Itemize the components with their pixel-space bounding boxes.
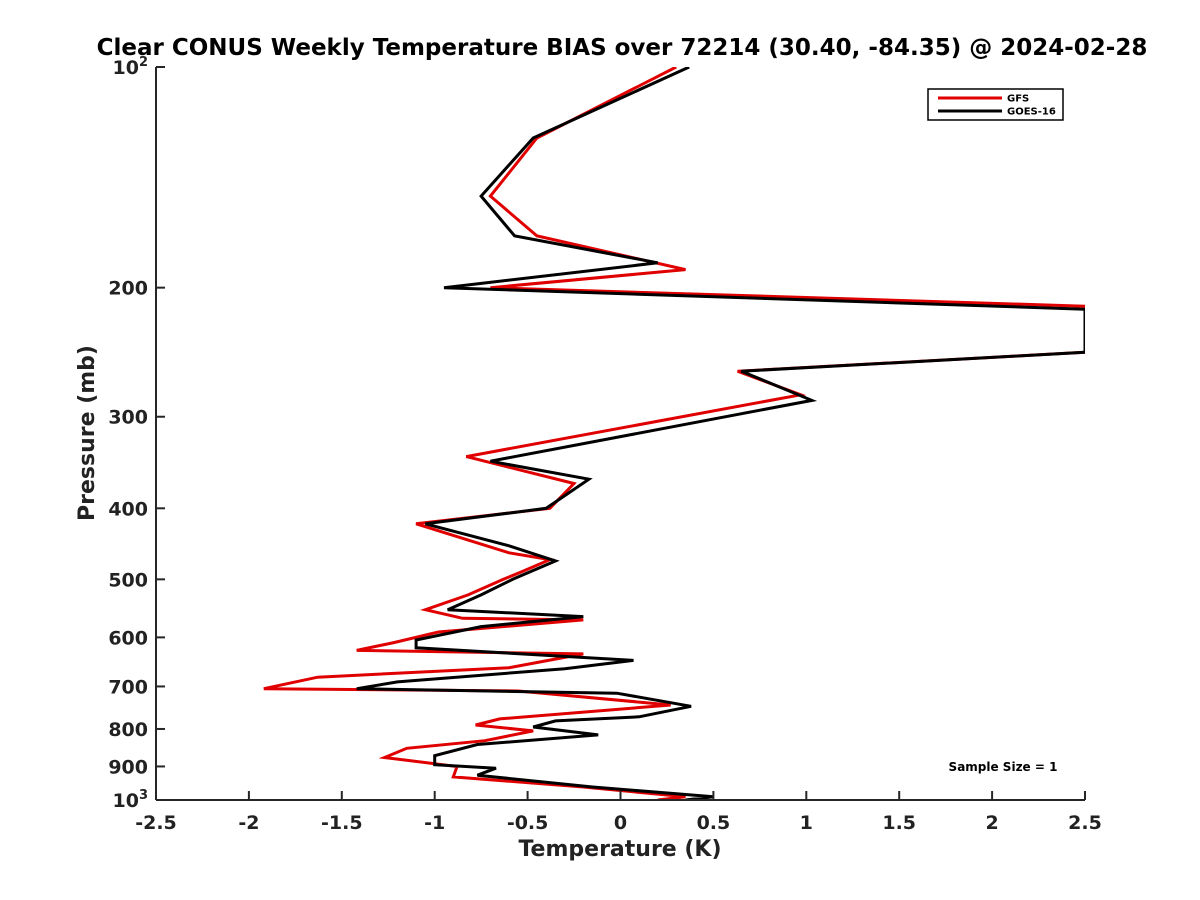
x-axis-label: Temperature (K) <box>518 837 721 862</box>
x-tick-label: 0.5 <box>697 812 731 834</box>
x-tick-label: 0 <box>614 812 627 834</box>
legend: GFS GOES-16 <box>927 88 1064 121</box>
x-tick-label: -1 <box>424 812 445 834</box>
legend-label: GOES-16 <box>1007 107 1056 118</box>
y-tick-label: 200 <box>108 278 148 300</box>
x-tick-label: -0.5 <box>507 812 549 834</box>
series-line-goes-16 <box>356 67 1085 800</box>
x-tick-label: -1.5 <box>321 812 363 834</box>
x-axis-ticks: -2.5 -2 -1.5 -1 -0.5 0 0.5 1 1.5 2 2.5 <box>135 791 1102 834</box>
chart-title: Clear CONUS Weekly Temperature BIAS over… <box>97 35 1148 61</box>
series-lines <box>263 67 1085 800</box>
y-tick-exponent: 3 <box>139 788 148 803</box>
y-tick-label: 800 <box>108 719 148 741</box>
x-tick-label: -2 <box>238 812 259 834</box>
y-tick-label: 400 <box>108 498 148 520</box>
y-tick-label: 300 <box>108 407 148 429</box>
legend-box <box>927 88 1064 121</box>
y-tick-label: 600 <box>108 627 148 649</box>
x-tick-label: 1 <box>800 812 813 834</box>
sample-size-annotation: Sample Size = 1 <box>949 760 1058 774</box>
y-axis-label: Pressure (mb) <box>75 345 100 521</box>
y-tick-label: 700 <box>108 676 148 698</box>
y-tick-label: 900 <box>108 756 148 778</box>
x-tick-label: -2.5 <box>135 812 177 834</box>
y-tick-label: 500 <box>108 569 148 591</box>
series-line-gfs <box>263 67 1085 800</box>
legend-label: GFS <box>1007 94 1029 105</box>
y-tick-exponent: 2 <box>139 55 148 70</box>
x-tick-label: 2.5 <box>1068 812 1102 834</box>
x-tick-label: 2 <box>985 812 998 834</box>
x-tick-label: 1.5 <box>882 812 916 834</box>
